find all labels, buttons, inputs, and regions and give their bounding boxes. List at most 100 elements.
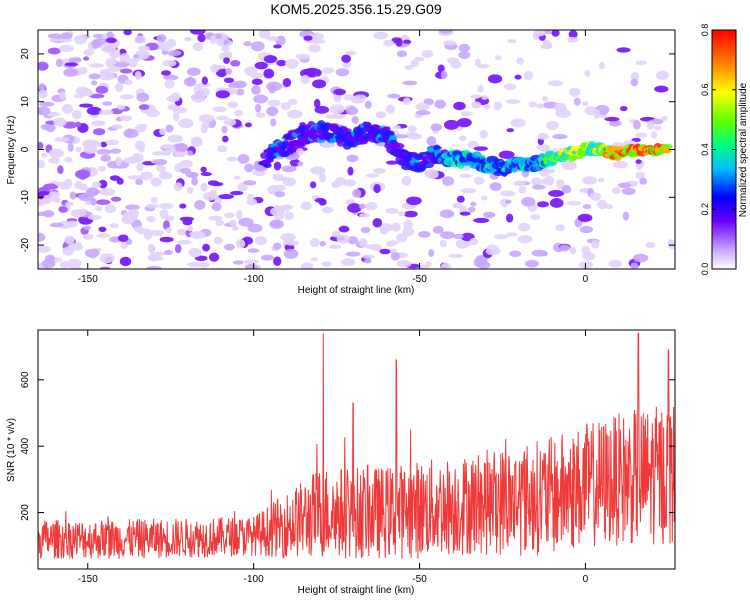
spectrogram-noise-blob bbox=[448, 253, 463, 259]
spectrogram-noise-blob bbox=[138, 104, 150, 111]
spectrogram-noise-blob bbox=[48, 148, 64, 158]
spectrogram-ridge-blob bbox=[511, 167, 518, 173]
spectrogram-noise-blob bbox=[254, 103, 262, 113]
spectrogram-noise-blob bbox=[373, 168, 386, 174]
spectrogram-noise-blob bbox=[343, 94, 355, 101]
y-tick-label: -20 bbox=[20, 237, 31, 252]
spectrogram-noise-blob bbox=[300, 201, 312, 211]
spectrogram-noise-blob bbox=[451, 202, 463, 209]
spectrogram-noise-blob bbox=[596, 199, 607, 210]
spectrogram-noise-blob bbox=[313, 98, 321, 108]
spectrogram-noise-blob bbox=[460, 111, 473, 117]
spectrogram-noise-blob bbox=[318, 172, 327, 183]
spectrogram-noise-blob bbox=[645, 241, 656, 249]
spectrogram-noise-blob bbox=[41, 259, 56, 269]
spectrogram-noise-blob bbox=[275, 35, 286, 46]
spectrogram-noise-blob bbox=[361, 254, 375, 259]
spectrogram-noise-blob bbox=[158, 42, 173, 52]
spectrogram-noise-blob bbox=[254, 61, 268, 70]
spectrogram-noise-blob bbox=[471, 101, 482, 109]
snr-x-ticks: -150 -100 -50 0 bbox=[78, 330, 589, 585]
spectrogram-noise-blob bbox=[54, 181, 71, 187]
spectrogram-noise-blob bbox=[283, 248, 299, 259]
spectrogram-noise-blob bbox=[347, 203, 362, 213]
spectrogram-noise-blob bbox=[168, 145, 176, 153]
spectrogram-noise-blob bbox=[200, 172, 213, 177]
spectrogram-noise-blob bbox=[284, 211, 294, 220]
spectrogram-noise-blob bbox=[373, 183, 381, 194]
spectrogram-noise-blob bbox=[534, 30, 546, 37]
spectrogram-noise-blob bbox=[321, 261, 332, 267]
spectrogram-noise-blob bbox=[47, 33, 63, 39]
spectrogram-noise-blob bbox=[163, 74, 179, 81]
spectrogram-noise-blob bbox=[418, 230, 431, 238]
spectrogram-noise-blob bbox=[269, 207, 285, 217]
spectrogram-noise-blob bbox=[273, 44, 282, 49]
spectrogram-noise-blob bbox=[340, 258, 356, 266]
spectrogram-ridge-blob bbox=[260, 152, 268, 160]
spectrogram-ridge-blob bbox=[662, 144, 673, 149]
spectrogram-noise-blob bbox=[284, 240, 300, 246]
spectrogram-noise-blob bbox=[342, 61, 352, 68]
spectrogram-noise-blob bbox=[352, 188, 362, 198]
snr-panel: -150 -100 -50 0 200 400 600 Height of straigh… bbox=[6, 329, 676, 596]
spectrogram-noise-blob bbox=[470, 201, 477, 207]
spectrogram-noise-blob bbox=[232, 225, 239, 231]
spectrogram-noise-blob bbox=[156, 34, 167, 43]
spectrogram-noise-blob bbox=[266, 36, 279, 42]
spectrogram-noise-blob bbox=[174, 243, 182, 254]
spectrogram-noise-blob bbox=[545, 120, 560, 131]
y-tick-label: 10 bbox=[20, 96, 31, 108]
spectrogram-noise-blob bbox=[270, 118, 277, 127]
spectrogram-ridge-blob bbox=[265, 158, 274, 163]
spectrogram-noise-blob bbox=[632, 120, 641, 130]
spectrogram-noise-blob bbox=[218, 194, 234, 200]
spectrogram-noise-blob bbox=[589, 192, 602, 201]
spectrogram-noise-blob bbox=[90, 80, 98, 86]
spectrogram-noise-blob bbox=[425, 169, 439, 180]
spectrogram-noise-blob bbox=[440, 262, 452, 269]
spectrogram-noise-blob bbox=[176, 228, 187, 236]
spectrogram-noise-blob bbox=[146, 203, 160, 209]
spectrogram-noise-blob bbox=[402, 227, 415, 237]
spectrogram-noise-blob bbox=[405, 131, 420, 139]
spectrogram-noise-blob bbox=[528, 101, 537, 108]
spectrogram-noise-blob bbox=[86, 106, 102, 116]
spectrogram-noise-blob bbox=[537, 132, 549, 140]
spectrogram-noise-blob bbox=[116, 104, 126, 110]
spectrogram-noise-blob bbox=[280, 233, 296, 242]
spectrogram-noise-blob bbox=[503, 83, 517, 91]
spectrogram-noise-blob bbox=[266, 106, 279, 117]
spectrogram-noise-blob bbox=[434, 99, 446, 109]
spectrogram-noise-blob bbox=[446, 57, 459, 64]
spectrogram-noise-blob bbox=[619, 106, 628, 112]
spectrogram-noise-blob bbox=[186, 262, 203, 268]
spectrogram-noise-blob bbox=[621, 187, 636, 196]
spectrogram-noise-blob bbox=[495, 55, 502, 61]
spectrogram-noise-blob bbox=[346, 154, 359, 163]
spectrogram-noise-blob bbox=[609, 120, 622, 127]
spectrogram-noise-blob bbox=[404, 65, 414, 70]
spectrogram-noise-blob bbox=[364, 100, 372, 109]
spectrogram-noise-blob bbox=[221, 125, 228, 134]
spectrogram-noise-blob bbox=[68, 57, 82, 63]
spectrogram-noise-blob bbox=[551, 30, 560, 37]
spectrogram-noise-blob bbox=[481, 95, 488, 100]
spectrogram-noise-blob bbox=[661, 116, 668, 121]
spectrogram-noise-blob bbox=[321, 206, 334, 214]
spectrogram-noise-blob bbox=[209, 34, 217, 45]
spectrogram-noise-blob bbox=[415, 102, 430, 111]
spectrogram-noise-blob bbox=[325, 114, 341, 119]
spectrogram-noise-blob bbox=[517, 235, 533, 244]
spectrogram-noise-blob bbox=[143, 229, 153, 240]
spectrogram-noise-blob bbox=[630, 262, 639, 269]
spectrogram-noise-blob bbox=[617, 182, 632, 189]
spectrogram-noise-blob bbox=[591, 239, 600, 249]
spectrogram-noise-blob bbox=[228, 219, 237, 226]
spectrogram-noise-blob bbox=[525, 259, 539, 268]
spectrogram-noise-blob bbox=[200, 182, 208, 192]
spectrogram-noise-blob bbox=[83, 225, 92, 231]
spectrogram-noise-blob bbox=[133, 226, 144, 233]
spectrogram-noise-blob bbox=[467, 140, 479, 149]
